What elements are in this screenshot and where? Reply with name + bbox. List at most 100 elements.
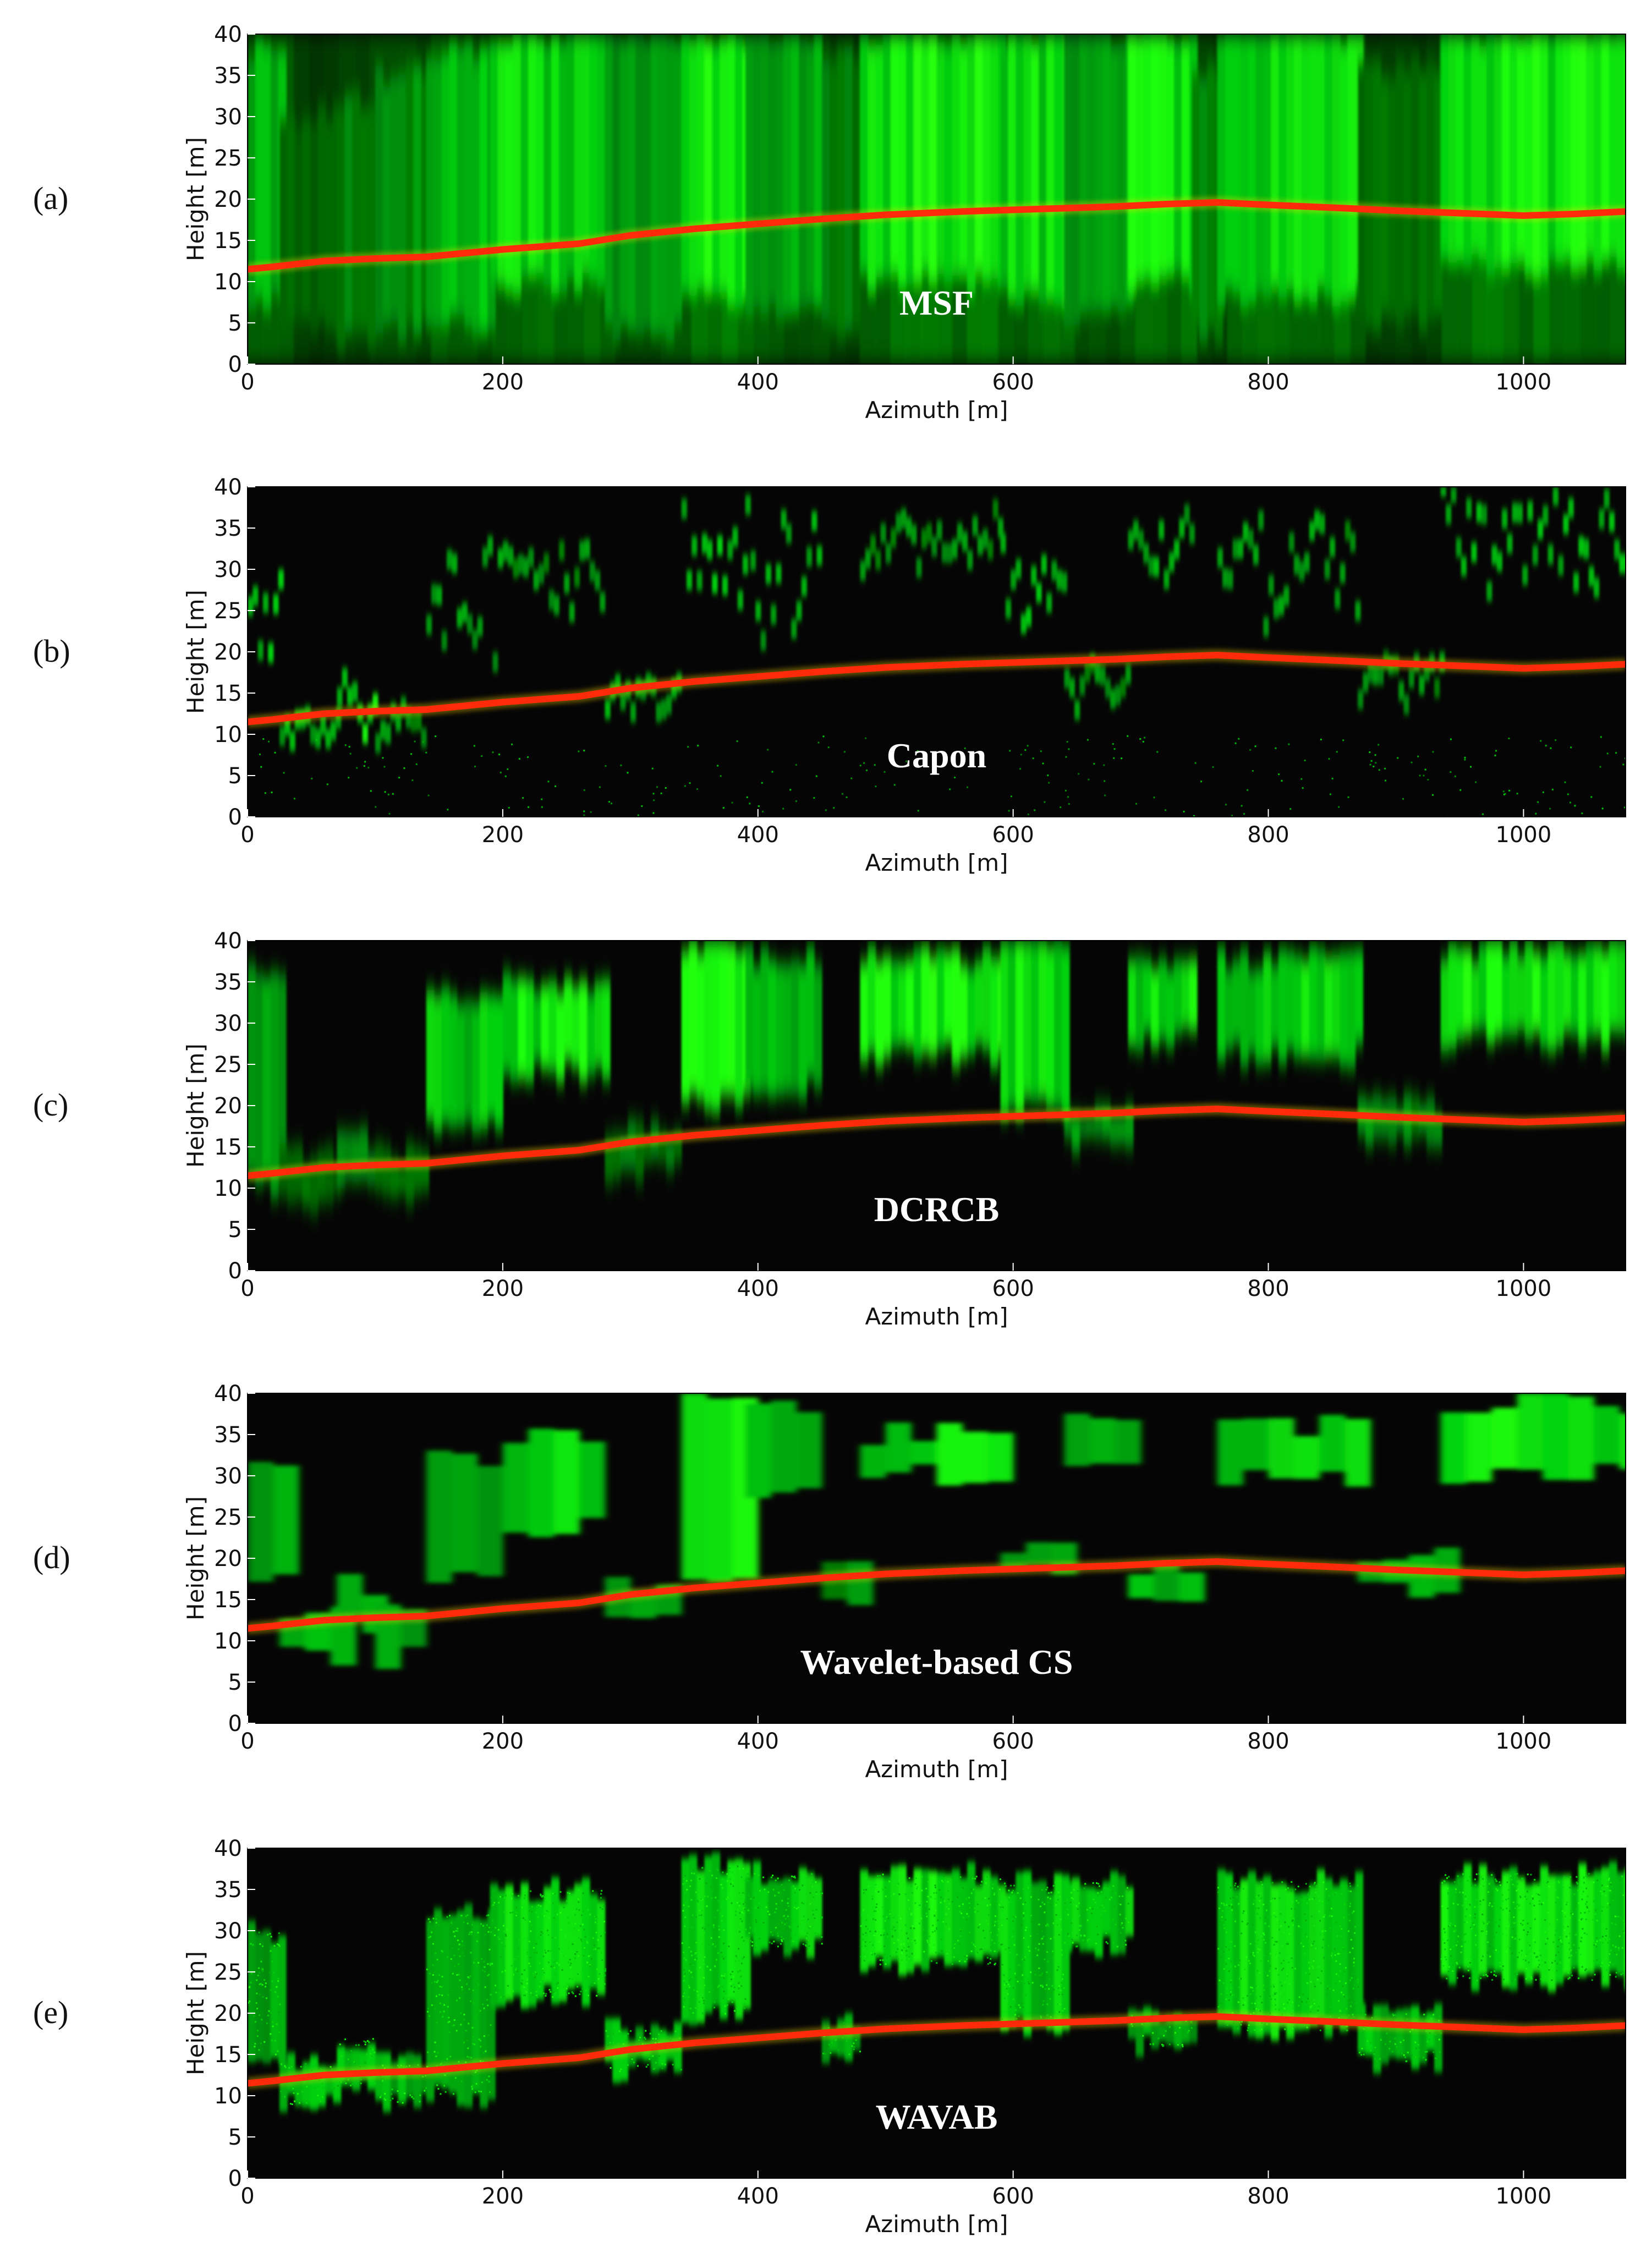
canopy-point [594, 1982, 596, 1984]
canopy-point [1593, 1960, 1595, 1962]
canopy-point [948, 1898, 950, 1900]
canopy-point [1011, 1892, 1013, 1894]
canopy-column [1227, 569, 1233, 590]
canopy-point [999, 1888, 1001, 1891]
canopy-column [1128, 530, 1134, 550]
canopy-point [1575, 1933, 1577, 1936]
canopy-point [441, 1994, 443, 1997]
canopy-point [463, 2041, 465, 2043]
canopy-point [1374, 754, 1376, 756]
canopy-point [276, 1943, 278, 1945]
canopy-point [551, 1936, 553, 1938]
canopy-point [513, 1974, 515, 1976]
canopy-point [1340, 2009, 1342, 2011]
canopy-point [1578, 1947, 1580, 1949]
canopy-point [1465, 1898, 1467, 1900]
canopy-point [884, 1887, 886, 1889]
canopy-point [1036, 1933, 1039, 1936]
canopy-column [760, 34, 769, 314]
canopy-column [1263, 952, 1272, 1063]
canopy-point [402, 2102, 404, 2104]
canopy-point [1585, 1968, 1587, 1970]
canopy-point [1341, 1893, 1343, 1895]
canopy-column [1271, 1884, 1280, 2041]
canopy-column [786, 524, 792, 544]
canopy-point [1401, 2052, 1403, 2054]
canopy-point [656, 786, 658, 788]
canopy-point [627, 772, 629, 774]
canopy-point [599, 1973, 601, 1975]
canopy-point [696, 1958, 698, 1960]
canopy-point [1347, 1930, 1349, 1932]
canopy-point [726, 1880, 728, 1882]
canopy-point [1474, 1884, 1477, 1886]
canopy-point [1223, 1927, 1226, 1929]
canopy-point [1337, 2000, 1340, 2002]
canopy-point [435, 1922, 437, 1924]
canopy-column [262, 1930, 271, 2064]
canopy-point [1011, 1936, 1013, 1938]
canopy-point [1104, 794, 1106, 796]
canopy-point [483, 2035, 485, 2037]
canopy-point [1223, 1968, 1225, 1970]
canopy-point [1024, 1956, 1026, 1958]
canopy-point [1317, 1917, 1319, 1919]
canopy-column [1079, 1115, 1088, 1138]
canopy-column [704, 1856, 713, 2013]
y-tick-label: 30 [214, 1011, 242, 1036]
canopy-column [1599, 509, 1605, 529]
canopy-point [1076, 1945, 1078, 1947]
canopy-point [460, 1944, 463, 1946]
canopy-point [1251, 2002, 1253, 2004]
canopy-point [964, 1911, 966, 1913]
canopy-column [1079, 34, 1088, 312]
canopy-column [1507, 534, 1513, 554]
canopy-column [1278, 1883, 1287, 2027]
canopy-point [853, 2046, 855, 2048]
canopy-column [1005, 598, 1012, 619]
canopy-point [976, 1953, 978, 1955]
canopy-point [1462, 1873, 1464, 1875]
canopy-point [859, 765, 861, 767]
canopy-point [521, 1906, 523, 1909]
canopy-point [436, 2021, 438, 2024]
canopy-point [1514, 1906, 1517, 1908]
canopy-point [604, 1970, 606, 1972]
canopy-column [525, 979, 534, 1082]
canopy-point [739, 1931, 741, 1933]
canopy-point [438, 1924, 440, 1926]
canopy-column [1087, 1887, 1096, 1952]
canopy-point [1343, 1903, 1346, 1905]
canopy-point [541, 1969, 544, 1971]
canopy-column [1517, 40, 1525, 261]
canopy-point [1495, 1880, 1497, 1882]
canopy-point [739, 1867, 741, 1870]
canopy-point [803, 1915, 805, 1917]
canopy-column [727, 943, 736, 1096]
canopy-column [929, 34, 937, 282]
canopy-point [1544, 1975, 1546, 1977]
canopy-point [530, 1925, 533, 1927]
canopy-column [1268, 575, 1274, 595]
canopy-point [1259, 1917, 1261, 1919]
canopy-point [553, 1966, 556, 1969]
canopy-point [558, 1948, 560, 1950]
canopy-column [1373, 2005, 1381, 2074]
canopy-column [579, 980, 588, 1082]
canopy-point [961, 1913, 963, 1915]
canopy-point [590, 1954, 592, 1957]
canopy-point [712, 1924, 715, 1926]
canopy-point [1115, 1924, 1117, 1926]
canopy-point [739, 1918, 742, 1920]
canopy-point [540, 1981, 542, 1983]
canopy-point [1506, 1908, 1508, 1910]
canopy-point [625, 2039, 627, 2041]
canopy-column [1517, 1393, 1544, 1470]
canopy-point [577, 1973, 579, 1975]
canopy-column [1031, 45, 1040, 291]
canopy-point [1274, 2004, 1276, 2006]
canopy-point [1088, 778, 1090, 781]
canopy-point [504, 1933, 507, 1936]
x-tick-label: 800 [1247, 822, 1289, 848]
canopy-point [738, 1948, 740, 1950]
